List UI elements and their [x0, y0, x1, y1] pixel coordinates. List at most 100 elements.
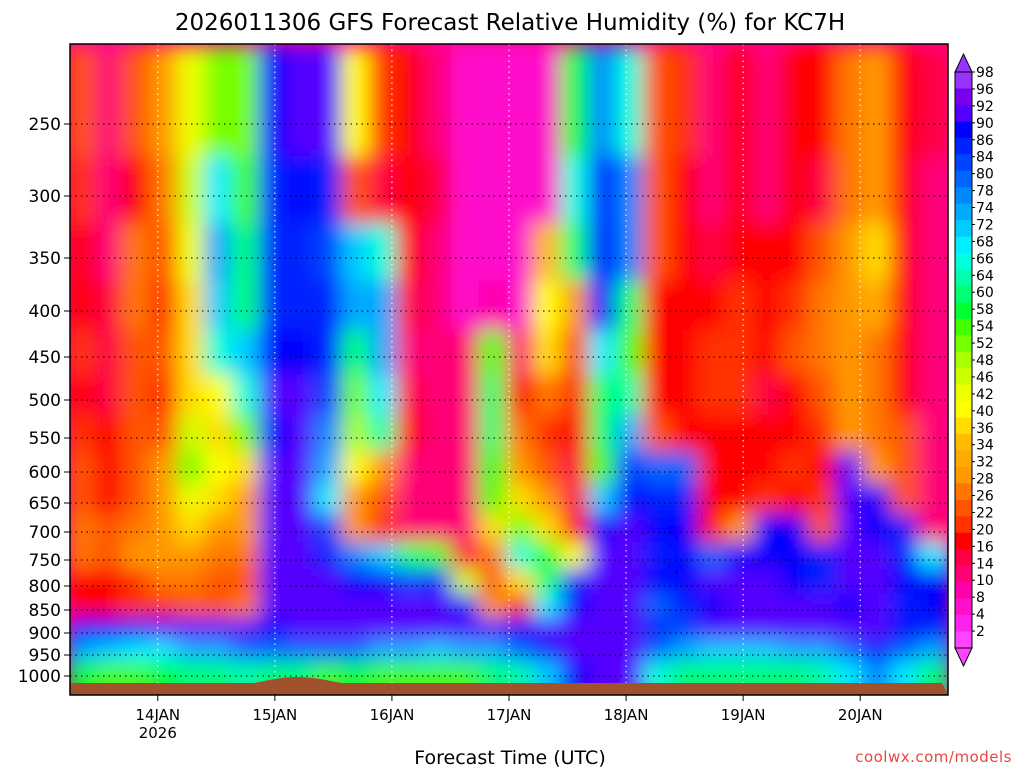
colorbar: 9896929086848078747268666460585452484642… — [954, 52, 994, 668]
colorbar-label: 68 — [976, 234, 994, 250]
colorbar-label: 8 — [976, 590, 985, 606]
colorbar-label: 58 — [976, 302, 994, 318]
chart-title: 2026011306 GFS Forecast Relative Humidit… — [175, 10, 845, 36]
colorbar-segment — [955, 466, 972, 484]
colorbar-label: 36 — [976, 421, 994, 437]
colorbar-min-arrow — [954, 647, 973, 668]
colorbar-label: 32 — [976, 455, 994, 471]
colorbar-label: 4 — [976, 607, 985, 623]
colorbar-segment — [955, 417, 972, 435]
colorbar-segment — [955, 72, 972, 89]
y-tick-label: 950 — [29, 646, 61, 666]
colorbar-label: 66 — [976, 251, 994, 267]
colorbar-label: 42 — [976, 387, 994, 403]
colorbar-segment — [955, 285, 972, 303]
colorbar-segment — [955, 516, 972, 534]
colorbar-label: 16 — [976, 539, 994, 555]
heat-cell — [917, 374, 948, 423]
colorbar-segment — [955, 318, 972, 336]
y-tick-label: 550 — [29, 429, 61, 449]
colorbar-segment — [955, 582, 972, 600]
colorbar-segment — [955, 269, 972, 287]
colorbar-segment — [955, 88, 972, 106]
colorbar-label: 26 — [976, 489, 994, 505]
colorbar-label: 10 — [976, 573, 994, 589]
colorbar-segment — [955, 236, 972, 254]
colorbar-label: 34 — [976, 438, 994, 454]
colorbar-segment — [955, 532, 972, 550]
y-tick-label: 500 — [29, 391, 61, 411]
colorbar-label: 96 — [976, 82, 994, 98]
colorbar-segment — [955, 499, 972, 517]
colorbar-label: 52 — [976, 336, 994, 352]
terrain-band — [70, 677, 948, 695]
colorbar-segment — [955, 187, 972, 205]
colorbar-segment — [955, 598, 972, 616]
colorbar-label: 84 — [976, 150, 994, 166]
colorbar-label: 90 — [976, 116, 994, 132]
y-tick-label: 350 — [29, 249, 61, 269]
x-tick-label: 17JAN — [487, 706, 532, 724]
y-tick-label: 650 — [29, 494, 61, 514]
y-tick-label: 300 — [29, 187, 61, 207]
y-tick-label: 1000 — [18, 667, 61, 687]
colorbar-segment — [955, 384, 972, 402]
colorbar-label: 46 — [976, 370, 994, 386]
colorbar-segment — [955, 253, 972, 270]
heat-cell — [917, 223, 948, 289]
colorbar-label: 80 — [976, 167, 994, 183]
plot-area — [70, 44, 948, 695]
x-tick-label: 18JAN — [604, 706, 649, 724]
colorbar-label: 48 — [976, 353, 994, 369]
colorbar-segment — [955, 368, 972, 386]
colorbar-segment — [955, 631, 972, 649]
colorbar-segment — [955, 351, 972, 369]
y-tick-label: 700 — [29, 523, 61, 543]
heat-cell — [917, 330, 948, 383]
colorbar-label: 40 — [976, 404, 994, 420]
y-tick-label: 900 — [29, 624, 61, 644]
colorbar-segment — [955, 483, 972, 501]
colorbar-segment — [955, 335, 972, 353]
x-tick-sublabel: 2026 — [139, 724, 177, 742]
colorbar-label: 64 — [976, 268, 994, 284]
y-tick-label: 600 — [29, 463, 61, 483]
grid-lines — [70, 44, 948, 695]
colorbar-label: 86 — [976, 133, 994, 149]
colorbar-segment — [955, 137, 972, 155]
colorbar-label: 20 — [976, 522, 994, 538]
y-tick-label: 400 — [29, 302, 61, 322]
colorbar-label: 60 — [976, 285, 994, 301]
x-axis-title: Forecast Time (UTC) — [414, 747, 605, 768]
colorbar-segment — [955, 203, 972, 221]
colorbar-label: 22 — [976, 505, 994, 521]
y-tick-label: 450 — [29, 348, 61, 368]
y-axis: 250 300 350 400 450 500 550 600 650 700 750 800 850 9… — [18, 115, 70, 687]
colorbar-label: 78 — [976, 184, 994, 200]
x-tick-label: 14JAN — [135, 706, 180, 724]
colorbar-label: 92 — [976, 99, 994, 115]
colorbar-segment — [955, 434, 972, 452]
x-tick-label: 20JAN — [838, 706, 883, 724]
colorbar-label: 2 — [976, 624, 985, 640]
colorbar-segment — [955, 302, 972, 320]
colorbar-segment — [955, 121, 972, 139]
y-tick-label: 250 — [29, 115, 61, 135]
colorbar-label: 14 — [976, 556, 994, 572]
heat-cell — [917, 46, 948, 164]
colorbar-segment — [955, 450, 972, 468]
colorbar-label: 54 — [976, 319, 994, 335]
y-tick-label: 800 — [29, 577, 61, 597]
colorbar-label: 72 — [976, 217, 994, 233]
colorbar-segment — [955, 170, 972, 188]
colorbar-segment — [955, 104, 972, 122]
colorbar-label: 74 — [976, 201, 994, 217]
colorbar-label: 28 — [976, 472, 994, 488]
x-tick-label: 15JAN — [252, 706, 297, 724]
y-tick-label: 850 — [29, 601, 61, 621]
colorbar-max-arrow — [954, 52, 973, 73]
x-tick-label: 19JAN — [721, 706, 766, 724]
colorbar-segment — [955, 154, 972, 172]
